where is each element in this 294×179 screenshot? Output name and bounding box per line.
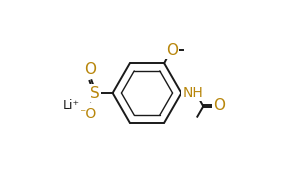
- Text: O: O: [213, 98, 225, 113]
- Text: O: O: [166, 43, 178, 58]
- Text: O: O: [84, 62, 96, 78]
- Text: ⁻O: ⁻O: [78, 107, 97, 121]
- Text: S: S: [90, 86, 100, 101]
- Text: Li⁺: Li⁺: [63, 99, 80, 112]
- Text: NH: NH: [183, 86, 203, 100]
